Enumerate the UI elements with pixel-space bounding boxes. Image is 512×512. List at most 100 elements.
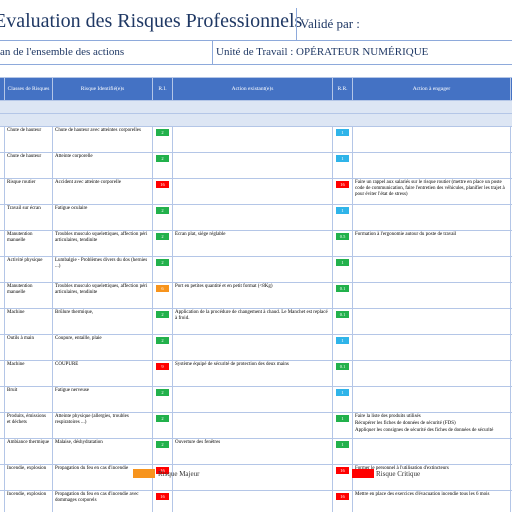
rr-score: 1 [336, 129, 349, 136]
existing-actions [172, 334, 333, 361]
rr-cell: 1 [332, 438, 353, 465]
rr-score: 1 [336, 207, 349, 214]
ri-score: 2 [156, 207, 169, 214]
ri-cell: 2 [152, 412, 173, 439]
rr-score: 0.5 [336, 233, 349, 240]
risk-identified: Malaise, déshydratation [52, 438, 153, 465]
rr-cell: 1 [332, 386, 353, 413]
risk-identified: Atteinte physique (allergies, troubles r… [52, 412, 153, 439]
legend-label: Risque Critique [376, 470, 421, 478]
planned-action: Faire un rappel aux salariés sur le risq… [355, 180, 505, 197]
risk-class: Manutention manuelle [4, 282, 53, 309]
rr-cell: 0.5 [332, 230, 353, 257]
risk-class: Travail sur écran [4, 204, 53, 231]
column-header: Action à engager [352, 77, 511, 101]
risk-identified: Coupure, entaille, plaie [52, 334, 153, 361]
rr-cell: 1 [332, 334, 353, 361]
rr-score: 0.1 [336, 363, 349, 370]
ri-score: 2 [156, 337, 169, 344]
existing-actions: Système équipé de sécurité de protection… [172, 360, 333, 387]
section-row: MÉRIQUE [0, 100, 512, 114]
ri-cell: 2 [152, 126, 173, 153]
ri-cell: 2 [152, 386, 173, 413]
rr-score: 1 [336, 155, 349, 162]
divider [296, 8, 297, 40]
planned-action: Formation à l'ergonomie autour du poste … [355, 232, 457, 237]
ri-cell: 6 [152, 282, 173, 309]
rr-score: 1 [336, 259, 349, 266]
rr-cell: 1 [332, 152, 353, 179]
planned-actions [352, 334, 511, 361]
risk-row: Ambiance thermique Malaise, déshydratatio… [0, 438, 512, 465]
risk-row: Chute de hauteur Atteinte corporelle 2 1 [0, 152, 512, 179]
risk-identified: Chute de hauteur avec atteintes corporel… [52, 126, 153, 153]
risk-row: Manutention manuelle Troubles musculo squ… [0, 282, 512, 309]
existing-action: Écran plat, siège réglable [175, 232, 226, 237]
existing-actions [172, 412, 333, 439]
existing-actions [172, 204, 333, 231]
ri-score: 2 [156, 441, 169, 448]
risk-class: Incendie, explosion [4, 490, 53, 512]
rr-cell: 0.1 [332, 360, 353, 387]
risk-table: Classes de Risques Risque Identifié(e)s R.… [0, 77, 512, 512]
ri-score: 2 [156, 311, 169, 318]
planned-actions: Former le personnel à l'utilisation d'ex… [352, 464, 511, 491]
column-header: Risque Identifié(e)s [52, 77, 153, 101]
risk-row: Machine COUPURE 9 Système équipé de sécurit… [0, 360, 512, 387]
ri-cell: 2 [152, 152, 173, 179]
planned-action: Faire la liste des produits utilisés [355, 414, 421, 419]
divider [0, 64, 512, 65]
section-label: UE [0, 113, 512, 127]
risk-identified: Fatigue nerveuse [52, 386, 153, 413]
ri-score: 9 [156, 363, 169, 370]
ri-score: 6 [156, 285, 169, 292]
ri-score: 2 [156, 129, 169, 136]
ri-cell: 16 [152, 178, 173, 205]
work-unit: Unité de Travail : OPÉRATEUR NUMÉRIQUE [216, 46, 429, 58]
ri-cell: 2 [152, 308, 173, 335]
existing-actions: Application de la procédure de changemen… [172, 308, 333, 335]
column-header: R.R. [332, 77, 353, 101]
risk-row: Bruit Fatigue nerveuse 2 1 [0, 386, 512, 413]
risk-identified: Fatigue oculaire [52, 204, 153, 231]
risk-row: Produits, émissions et déchets Atteinte p… [0, 412, 512, 439]
risk-class: Machine [4, 360, 53, 387]
ri-score: 16 [156, 181, 169, 188]
planned-actions: Mettre en place des exercices d'évacuati… [352, 490, 511, 512]
existing-action: Ouverture des fenêtres [175, 440, 221, 445]
ri-cell: 2 [152, 334, 173, 361]
risk-class: Manutention manuelle [4, 230, 53, 257]
risk-class: Outils à main [4, 334, 53, 361]
risk-class: Activité physique [4, 256, 53, 283]
ri-score: 16 [156, 493, 169, 500]
planned-actions: Faire la liste des produits utilisés Récu… [352, 412, 511, 439]
legend-swatch [133, 469, 155, 478]
risk-identified: Troubles musculo squelettiques, affectio… [52, 230, 153, 257]
risk-class: Chute de hauteur [4, 152, 53, 179]
ri-cell: 2 [152, 256, 173, 283]
ri-score: 2 [156, 155, 169, 162]
planned-actions [352, 204, 511, 231]
existing-actions [172, 256, 333, 283]
risk-identified: Propagation du feu en cas d'incendie ave… [52, 490, 153, 512]
ri-score: 2 [156, 415, 169, 422]
legend-label: Risque Majeur [158, 470, 200, 478]
risk-row: Travail sur écran Fatigue oculaire 2 1 [0, 204, 512, 231]
risk-class: Produits, émissions et déchets [4, 412, 53, 439]
rr-score: 16 [336, 467, 349, 474]
planned-actions: Formation à l'ergonomie autour du poste … [352, 230, 511, 257]
rr-cell: 16 [332, 490, 353, 512]
ri-score: 2 [156, 259, 169, 266]
risk-row: Incendie, explosion Propagation du feu en… [0, 490, 512, 512]
plan-label: an de l'ensemble des actions [0, 46, 125, 58]
cell [510, 490, 512, 512]
existing-actions [172, 464, 333, 491]
divider [212, 40, 213, 64]
risk-class: Machine [4, 308, 53, 335]
rr-cell: 1 [332, 204, 353, 231]
rr-cell: 16 [332, 464, 353, 491]
existing-action: Système équipé de sécurité de protection… [175, 362, 289, 367]
ri-score: 16 [156, 467, 169, 474]
